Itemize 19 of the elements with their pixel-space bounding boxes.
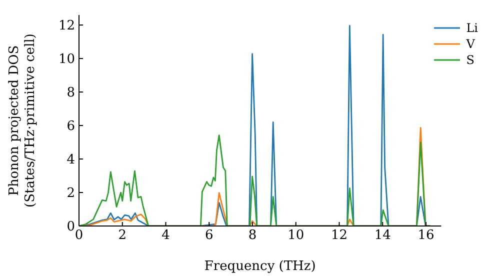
- y-tick-label: 10: [58, 52, 75, 68]
- y-tick-label: 12: [58, 18, 75, 34]
- x-tick-label: 8: [248, 228, 257, 244]
- x-tick-label: 12: [330, 228, 348, 244]
- y-tick-label: 6: [66, 119, 75, 134]
- x-axis-title: Frequency (THz): [204, 259, 316, 274]
- x-tick-label: 16: [418, 228, 434, 244]
- y-tick-label: 4: [66, 152, 75, 168]
- y-axis-title: Phonon projected DOS (States/THz·primitive cell): [7, 33, 38, 208]
- x-tick-label: 4: [162, 228, 170, 244]
- x-tick-label: 6: [204, 228, 214, 244]
- y-tick-label: 2: [66, 186, 75, 202]
- legend-label: V: [466, 36, 475, 52]
- legend-label: S: [466, 52, 474, 68]
- x-tick-label: 10: [288, 228, 304, 244]
- x-tick-label: 2: [118, 228, 127, 244]
- legend-label: Li: [466, 20, 478, 36]
- y-tick-label: 8: [66, 86, 75, 101]
- x-tick-label: 14: [374, 228, 391, 244]
